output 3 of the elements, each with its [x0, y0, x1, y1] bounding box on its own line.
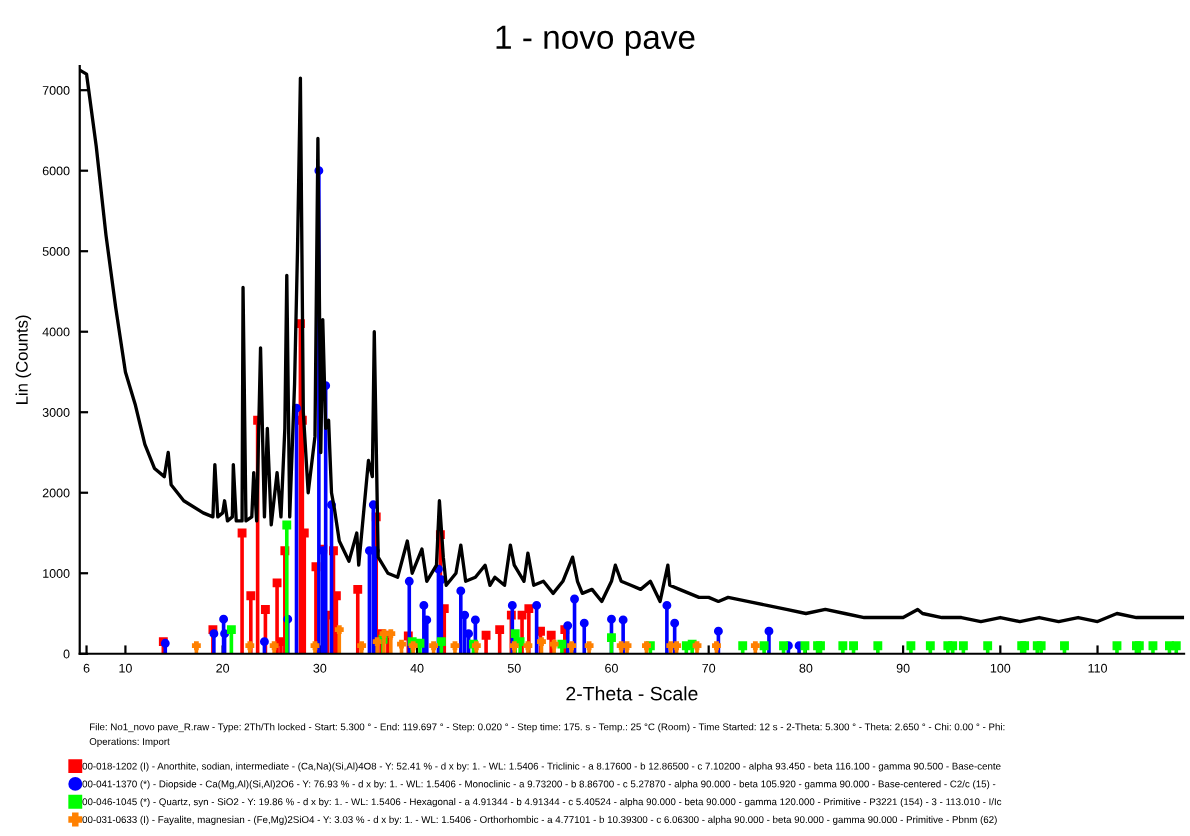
- x-axis-title: 2-Theta - Scale: [566, 686, 698, 701]
- y-axis-title: Lin (Counts): [15, 315, 32, 404]
- chart-title: 1 - novo pave: [496, 25, 695, 56]
